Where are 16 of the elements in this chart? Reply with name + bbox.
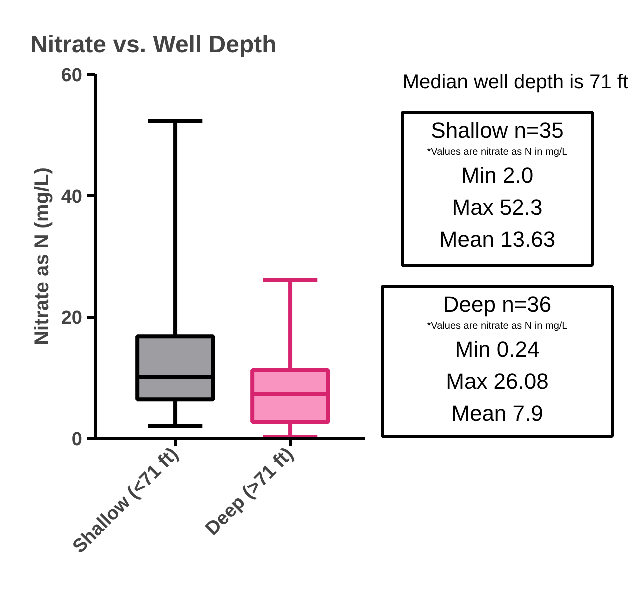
y-tick-label: 40	[61, 186, 83, 208]
text: *Values are nitrate as N in mg/L	[427, 147, 568, 158]
text: Min 0.24	[455, 337, 540, 362]
y-tick-label: 20	[61, 308, 83, 330]
y-tick-label: 60	[61, 66, 83, 86]
chart-title: Nitrate vs. Well Depth	[30, 32, 277, 58]
text: Mean 13.63	[439, 227, 556, 252]
y-axis-title: Nitrate as N (mg/L)	[31, 168, 54, 346]
y-tick-label: 0	[72, 430, 83, 450]
text: Max 52.3	[452, 195, 543, 220]
text: Deep n=36	[443, 292, 552, 317]
text: Min 2.0	[461, 163, 534, 188]
text: Max 26.08	[446, 369, 549, 394]
text: *Values are nitrate as N in mg/L	[427, 321, 568, 332]
text: Shallow n=35	[431, 118, 564, 143]
text: Mean 7.9	[452, 401, 544, 426]
